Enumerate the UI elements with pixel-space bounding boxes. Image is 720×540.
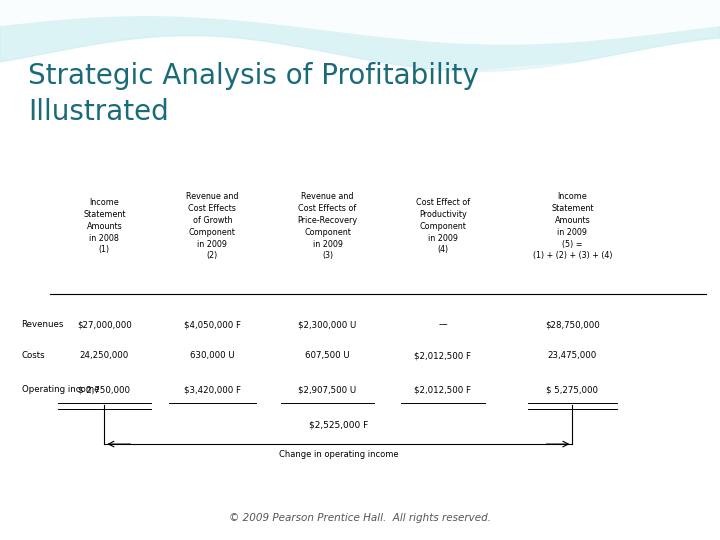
Text: 607,500 U: 607,500 U	[305, 351, 350, 360]
Text: 23,475,000: 23,475,000	[548, 351, 597, 360]
Text: Revenue and
Cost Effects of
Price-Recovery
Component
in 2009
(3): Revenue and Cost Effects of Price-Recove…	[297, 192, 358, 260]
Text: $2,012,500 F: $2,012,500 F	[414, 385, 472, 394]
Text: Change in operating income: Change in operating income	[279, 450, 398, 459]
Text: Costs: Costs	[22, 351, 45, 360]
Text: $28,750,000: $28,750,000	[545, 321, 600, 329]
Text: 24,250,000: 24,250,000	[80, 351, 129, 360]
Text: $3,420,000 F: $3,420,000 F	[184, 385, 241, 394]
Text: Cost Effect of
Productivity
Component
in 2009
(4): Cost Effect of Productivity Component in…	[415, 198, 470, 254]
Text: $2,525,000 F: $2,525,000 F	[309, 421, 368, 430]
Text: 630,000 U: 630,000 U	[190, 351, 235, 360]
Text: Revenues: Revenues	[22, 321, 64, 329]
Text: $ 5,275,000: $ 5,275,000	[546, 385, 598, 394]
Text: $4,050,000 F: $4,050,000 F	[184, 321, 241, 329]
Text: Strategic Analysis of Profitability
Illustrated: Strategic Analysis of Profitability Illu…	[28, 62, 479, 126]
Text: $ 2,750,000: $ 2,750,000	[78, 385, 130, 394]
Text: Revenue and
Cost Effects
of Growth
Component
in 2009
(2): Revenue and Cost Effects of Growth Compo…	[186, 192, 238, 260]
Text: Income
Statement
Amounts
in 2009
(5) =
(1) + (2) + (3) + (4): Income Statement Amounts in 2009 (5) = (…	[533, 192, 612, 260]
Text: $2,300,000 U: $2,300,000 U	[298, 321, 357, 329]
Text: © 2009 Pearson Prentice Hall.  All rights reserved.: © 2009 Pearson Prentice Hall. All rights…	[229, 514, 491, 523]
Text: $27,000,000: $27,000,000	[77, 321, 132, 329]
Text: —: —	[438, 321, 447, 329]
Text: $2,012,500 F: $2,012,500 F	[414, 351, 472, 360]
Text: Operating income: Operating income	[22, 385, 99, 394]
Text: $2,907,500 U: $2,907,500 U	[299, 385, 356, 394]
Text: Income
Statement
Amounts
in 2008
(1): Income Statement Amounts in 2008 (1)	[83, 198, 126, 254]
